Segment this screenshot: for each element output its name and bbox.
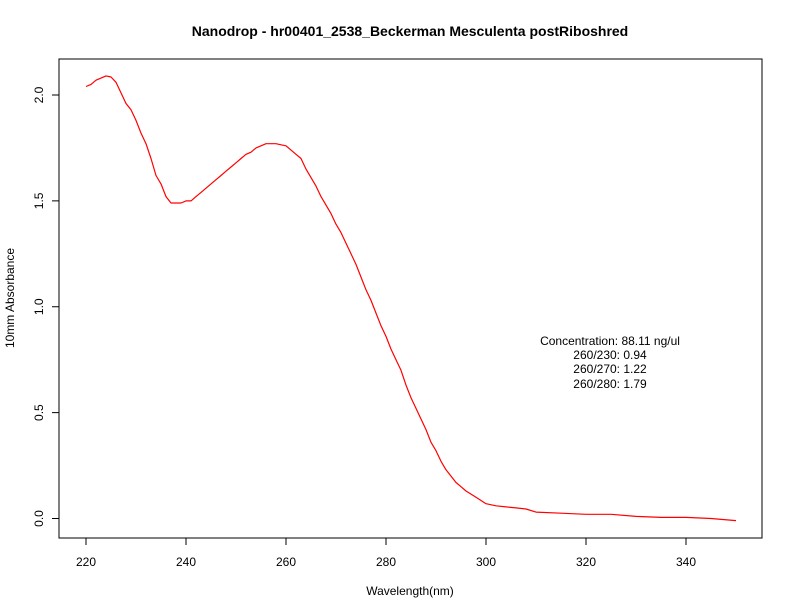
x-tick-label-340: 340 bbox=[676, 555, 696, 569]
y-axis: 0.0 0.5 1.0 1.5 2.0 bbox=[32, 86, 59, 527]
y-tick-label-0.0: 0.0 bbox=[32, 510, 46, 527]
y-axis-label: 10mm Absorbance bbox=[3, 248, 17, 348]
y-tick-label-1.0: 1.0 bbox=[32, 298, 46, 315]
x-tick-label-320: 320 bbox=[576, 555, 596, 569]
x-axis: 220 240 260 280 300 320 340 bbox=[76, 538, 696, 569]
plot-frame bbox=[58, 58, 763, 539]
annotation-260-230: 260/230: 0.94 bbox=[573, 348, 647, 362]
y-tick-label-1.5: 1.5 bbox=[32, 192, 46, 209]
x-tick-label-300: 300 bbox=[476, 555, 496, 569]
annotation-concentration: Concentration: 88.11 ng/ul bbox=[540, 334, 680, 348]
chart-title: Nanodrop - hr00401_2538_Beckerman Mescul… bbox=[192, 23, 629, 39]
x-tick-label-240: 240 bbox=[176, 555, 196, 569]
series-layer bbox=[85, 75, 737, 522]
x-tick-label-280: 280 bbox=[376, 555, 396, 569]
x-tick-label-260: 260 bbox=[276, 555, 296, 569]
annotation-260-280: 260/280: 1.79 bbox=[573, 377, 647, 391]
y-tick-label-0.5: 0.5 bbox=[32, 404, 46, 421]
annotation-260-270: 260/270: 1.22 bbox=[573, 362, 647, 376]
x-tick-label-220: 220 bbox=[76, 555, 96, 569]
y-tick-label-2.0: 2.0 bbox=[32, 86, 46, 103]
x-axis-label: Wavelength(nm) bbox=[366, 584, 454, 598]
annotation-block: Concentration: 88.11 ng/ul 260/230: 0.94… bbox=[540, 334, 680, 391]
series-line-0 bbox=[85, 75, 737, 522]
